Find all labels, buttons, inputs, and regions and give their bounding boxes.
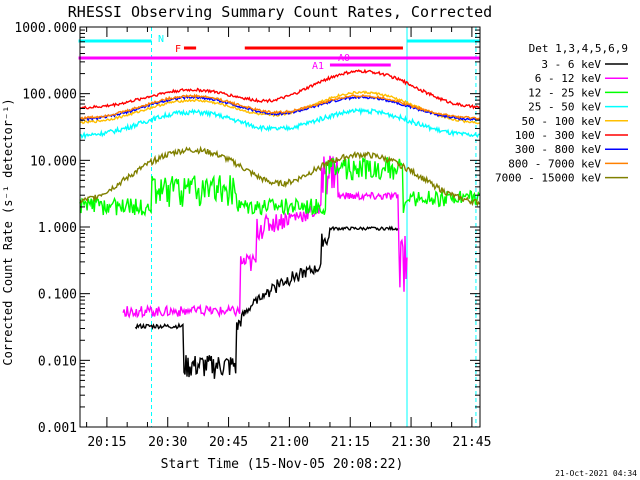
legend-entry-label: 3 - 6 keV <box>541 58 601 71</box>
plot-frame <box>79 26 481 428</box>
plot-area: NF A0 A1 <box>78 27 481 427</box>
legend-entry-label: 12 - 25 keV <box>528 86 601 99</box>
series-line <box>134 225 400 379</box>
x-tick-label: 21:30 <box>391 435 430 450</box>
x-tick-label: 20:15 <box>87 435 126 450</box>
x-tick-label: 20:30 <box>148 435 187 450</box>
annotation-label: F <box>175 44 181 55</box>
y-tick-label: 0.100 <box>38 288 77 303</box>
annotation-label: A0 <box>338 53 350 64</box>
x-axis-label: Start Time (15-Nov-05 20:08:22) <box>161 457 404 472</box>
annotation-label: A1 <box>312 61 324 72</box>
timestamp: 21-Oct-2021 04:34 <box>555 469 637 478</box>
x-tick-label: 21:45 <box>452 435 491 450</box>
legend-entry-label: 300 - 800 keV <box>515 143 601 156</box>
y-tick-label: 0.001 <box>38 421 77 436</box>
legend-entry-label: 50 - 100 keV <box>522 115 602 128</box>
y-tick-label: 0.010 <box>38 354 77 369</box>
legend-title: Det 1,3,4,5,6,9 <box>529 42 628 55</box>
series-line <box>79 93 481 120</box>
y-tick-label: 10.000 <box>30 154 77 169</box>
series-line <box>79 90 480 125</box>
legend-entry-label: 800 - 7000 keV <box>508 157 601 170</box>
series-line <box>79 68 480 110</box>
x-tick-label: 21:15 <box>331 435 370 450</box>
x-tick-label: 21:00 <box>270 435 309 450</box>
legend-entry-label: 25 - 50 keV <box>528 101 601 114</box>
y-tick-label: 100.000 <box>22 88 77 103</box>
annotation-label: N <box>158 34 164 45</box>
series-line <box>79 107 480 140</box>
chart-title: RHESSI Observing Summary Count Rates, Co… <box>68 3 492 21</box>
x-tick-label: 20:45 <box>209 435 248 450</box>
x-axis: 20:15 20:30 20:45 21:00 21:15 21:30 21:45 <box>86 27 491 450</box>
legend-entry-label: 100 - 300 keV <box>515 129 601 142</box>
y-axis-label: Corrected Count Rate (s⁻¹ detector⁻¹) <box>1 98 15 365</box>
series-line <box>122 155 408 319</box>
y-tick-label: 1.000 <box>38 221 77 236</box>
legend-entry-label: 7000 - 15000 keV <box>495 172 601 185</box>
y-axis: 1000.000 100.000 10.000 1.000 0.100 0.010 0.00… <box>14 21 480 436</box>
series-line <box>79 156 481 217</box>
legend-entry-label: 6 - 12 keV <box>535 72 602 85</box>
y-tick-label: 1000.000 <box>14 21 77 36</box>
series-line <box>79 145 481 207</box>
